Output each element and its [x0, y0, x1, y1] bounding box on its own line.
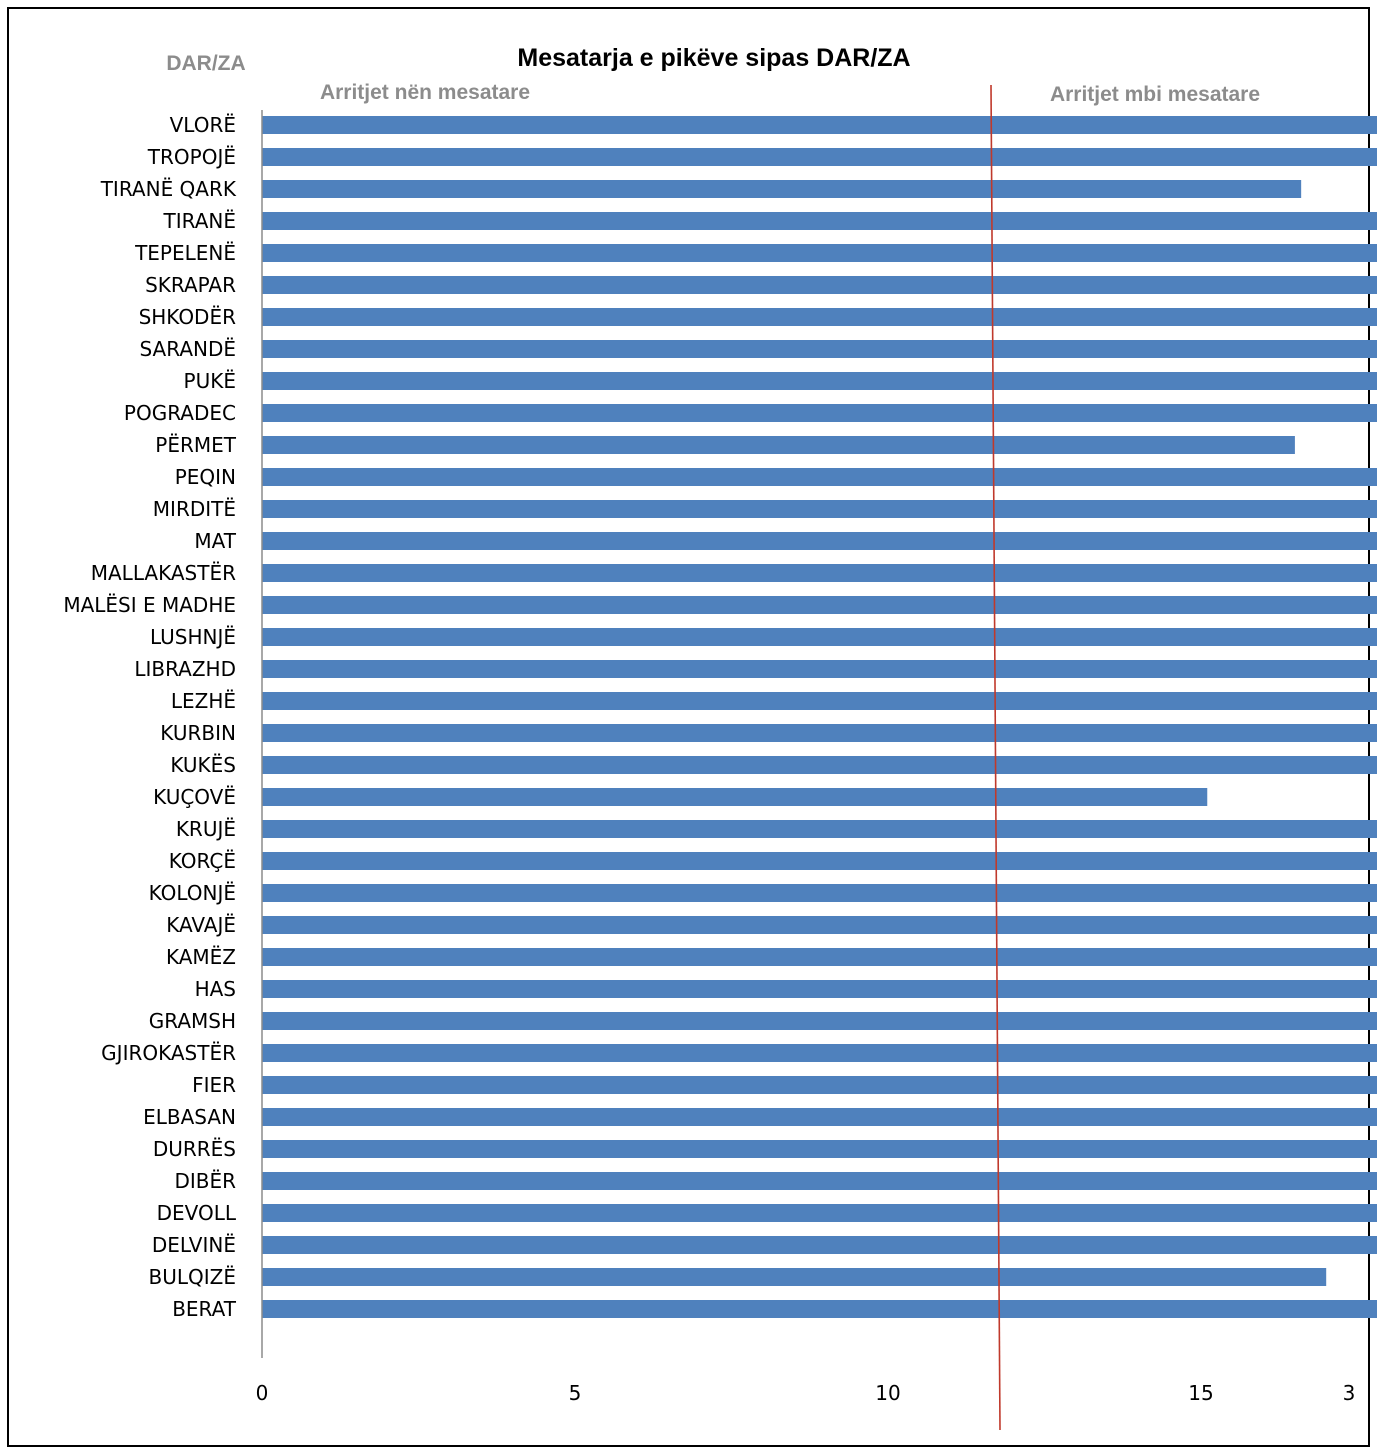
bar [262, 532, 1377, 550]
bar [262, 660, 1377, 678]
category-label: SHKODËR [139, 305, 237, 329]
category-axis-label: DAR/ZA [166, 52, 245, 75]
bar [262, 1300, 1377, 1318]
bar [262, 1076, 1377, 1094]
annotation-above-average: Arritjet mbi mesatare [1050, 83, 1260, 106]
x-tick-label-partial: 3 [1343, 1381, 1356, 1405]
bar [262, 724, 1377, 742]
category-label: DELVINË [152, 1233, 236, 1257]
bar [262, 148, 1377, 166]
bar [262, 1140, 1377, 1158]
bar [262, 116, 1377, 134]
category-label: BULQIZË [149, 1265, 236, 1289]
category-label: DIBËR [174, 1169, 236, 1193]
category-label: GJIROKASTËR [101, 1041, 236, 1065]
category-label: KUÇOVË [153, 785, 236, 809]
category-label: SKRAPAR [145, 273, 236, 297]
bar [262, 1268, 1327, 1286]
category-label: VLORË [170, 113, 236, 137]
bar [262, 500, 1377, 518]
x-tick-label: 15 [1188, 1381, 1213, 1405]
category-label: MIRDITË [153, 497, 236, 521]
category-label: KAVAJË [166, 913, 236, 937]
category-label: ELBASAN [143, 1105, 236, 1129]
bar [262, 884, 1377, 902]
bar [262, 404, 1377, 422]
category-label: DURRËS [153, 1137, 236, 1161]
bar [262, 212, 1377, 230]
category-label: POGRADEC [124, 401, 236, 425]
x-tick-label: 5 [569, 1381, 582, 1405]
bar [262, 628, 1377, 646]
category-label: BERAT [172, 1297, 237, 1321]
bar [262, 980, 1377, 998]
category-label: MALËSI E MADHE [63, 593, 236, 617]
chart-title: Mesatarja e pikëve sipas DAR/ZA [517, 44, 910, 72]
category-label: LEZHË [171, 689, 236, 713]
bar [262, 692, 1377, 710]
bar [262, 436, 1295, 454]
bar [262, 340, 1377, 358]
category-label: TIRANË QARK [100, 177, 237, 201]
category-label: KUKËS [170, 753, 236, 777]
x-tick-label: 10 [875, 1381, 900, 1405]
category-label: SARANDË [139, 337, 236, 361]
annotation-below-average: Arritjet nën mesatare [320, 81, 530, 104]
bar [262, 244, 1377, 262]
bar [262, 916, 1377, 934]
bar [262, 1012, 1377, 1030]
bar [262, 1204, 1377, 1222]
category-label: DEVOLL [157, 1201, 237, 1225]
category-label: PËRMET [155, 433, 236, 457]
category-label: KOLONJË [149, 881, 236, 905]
category-label: KRUJË [176, 817, 236, 841]
bar [262, 788, 1208, 806]
category-label: PEQIN [175, 465, 236, 489]
category-label: TIRANË [163, 209, 236, 233]
bar [262, 372, 1377, 390]
category-label: TEPELENË [134, 241, 236, 265]
category-label: MALLAKASTËR [91, 561, 236, 585]
category-label: FIER [192, 1073, 236, 1097]
category-label: KAMËZ [166, 945, 236, 969]
category-label: KORÇË [169, 849, 236, 873]
category-label: HAS [195, 977, 236, 1001]
bar [262, 276, 1377, 294]
bar [262, 564, 1377, 582]
bar [262, 1172, 1377, 1190]
bar [262, 308, 1377, 326]
bar [262, 180, 1302, 198]
bar [262, 596, 1377, 614]
bar [262, 756, 1377, 774]
bar [262, 468, 1377, 486]
category-label: TROPOJË [147, 145, 236, 169]
bar [262, 1044, 1377, 1062]
bar [262, 852, 1377, 870]
category-label: KURBIN [160, 721, 236, 745]
bar [262, 820, 1377, 838]
average-line [990, 84, 1001, 1430]
category-label: LUSHNJË [150, 625, 236, 649]
bar [262, 1236, 1377, 1254]
category-label: GRAMSH [149, 1009, 236, 1033]
bar [262, 948, 1377, 966]
category-label: PUKË [184, 369, 236, 393]
x-tick-label: 0 [256, 1381, 269, 1405]
bar [262, 1108, 1377, 1126]
category-label: MAT [194, 529, 236, 553]
category-label: LIBRAZHD [134, 657, 236, 681]
